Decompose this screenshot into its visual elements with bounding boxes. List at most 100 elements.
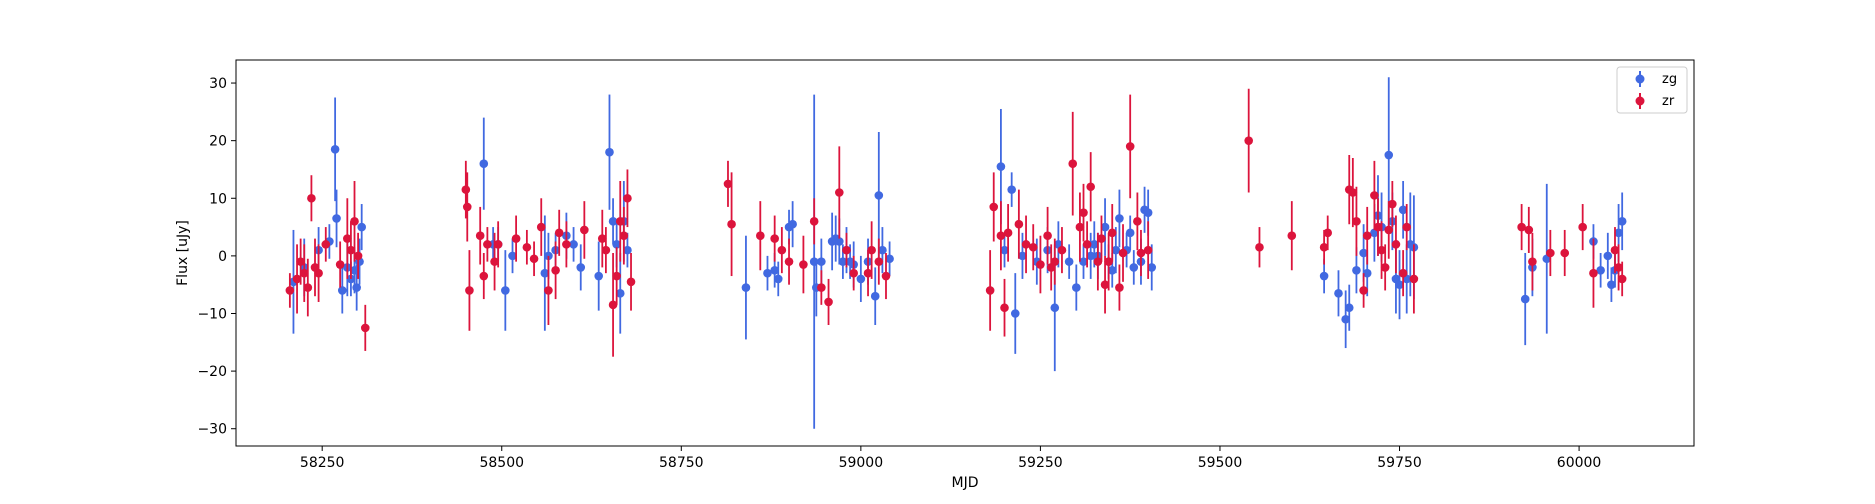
y-tick-label: −30 <box>197 422 227 438</box>
zg-data-point <box>508 251 517 261</box>
zg-data-point <box>1072 283 1081 292</box>
zg-data-point <box>540 268 550 278</box>
zg-data-point <box>1129 263 1139 272</box>
zg-data-point <box>1018 251 1027 261</box>
zr-data-point <box>1014 219 1024 229</box>
zr-data-point <box>623 193 632 203</box>
zr-data-point <box>296 257 305 266</box>
zr-data-point <box>1373 222 1383 232</box>
zg-data-point <box>479 159 489 169</box>
zr-data-point <box>479 271 489 281</box>
zr-data-point <box>727 219 736 229</box>
zg-data-point <box>1147 263 1157 272</box>
zr-data-point <box>867 245 876 255</box>
zg-data-point <box>1617 217 1627 226</box>
legend-box <box>1616 66 1688 114</box>
zr-data-point <box>475 231 485 241</box>
zr-data-point <box>1517 222 1526 232</box>
zr-data-point <box>1402 222 1412 232</box>
zr-data-point <box>285 286 295 295</box>
zr-data-point <box>1115 283 1124 292</box>
zg-data-point <box>612 240 621 249</box>
zg-data-point <box>1359 248 1368 258</box>
zr-data-point <box>299 268 309 278</box>
zr-data-point <box>996 231 1006 241</box>
zr-data-point <box>1362 231 1372 241</box>
zr-data-point <box>817 283 826 292</box>
y-tick-label: −20 <box>197 364 227 380</box>
zr-data-point <box>1377 245 1386 255</box>
zg-data-point <box>835 237 844 246</box>
zr-data-point <box>1384 225 1394 235</box>
zr-data-point <box>842 245 851 255</box>
zr-data-point <box>580 225 589 235</box>
x-axis: 58250 58500 58750 59000 59250 59500 59750 60000 <box>300 446 1601 471</box>
data-layer <box>285 77 1627 429</box>
x-tick-label: 59250 <box>1018 455 1063 471</box>
zr-data-point <box>1370 191 1379 200</box>
zg-data-point <box>1111 245 1121 255</box>
y-tick-label: 20 <box>209 134 227 150</box>
zg-data-point <box>1603 251 1613 261</box>
zg-data-point <box>996 162 1006 171</box>
zr-data-point <box>1546 248 1555 258</box>
zr-data-point <box>1075 222 1085 232</box>
zg-data-point <box>1064 257 1074 266</box>
zr-data-point <box>1352 217 1361 226</box>
zr-data-point <box>529 254 539 264</box>
zr-data-point <box>360 323 370 333</box>
zr-data-point <box>1287 231 1297 241</box>
zg-data-point <box>1607 280 1616 289</box>
zr-data-point <box>1125 142 1135 151</box>
legend: zg zr <box>1616 66 1688 114</box>
zr-data-point <box>863 268 873 278</box>
zr-data-point <box>511 234 521 243</box>
zr-data-point <box>1388 199 1397 209</box>
zr-data-point <box>1104 257 1113 266</box>
zg-data-point <box>352 283 361 292</box>
zr-data-point <box>1323 228 1333 238</box>
x-tick-label: 60000 <box>1557 455 1602 471</box>
y-tick-label: 30 <box>209 76 227 92</box>
zr-data-point <box>989 202 999 212</box>
zr-data-point <box>292 274 302 284</box>
zg-data-point <box>1125 228 1135 238</box>
x-tick-label: 59750 <box>1377 455 1422 471</box>
y-tick-label: −10 <box>197 306 227 322</box>
zr-data-point <box>1043 231 1052 241</box>
zr-data-point <box>1528 257 1537 266</box>
zr-data-point <box>1079 208 1088 217</box>
zr-data-point <box>536 222 546 232</box>
series-zg <box>289 77 1627 429</box>
zg-data-point <box>1341 314 1350 324</box>
zg-data-point <box>788 219 797 229</box>
zr-data-point <box>1578 222 1587 232</box>
zr-data-point <box>1610 245 1620 255</box>
zg-data-point <box>576 263 586 272</box>
plot-frame <box>235 59 1695 447</box>
zg-data-point <box>1596 265 1605 275</box>
legend-zr-label: zr <box>1662 94 1675 109</box>
zg-data-point <box>1520 294 1530 304</box>
zr-data-point <box>554 228 564 238</box>
zr-data-point <box>824 297 833 307</box>
x-tick-label: 58750 <box>659 455 704 471</box>
zg-data-point <box>1000 245 1009 255</box>
zr-data-point <box>881 271 891 281</box>
zr-data-point <box>307 193 316 203</box>
zr-data-point <box>1003 228 1013 238</box>
zg-data-point <box>330 144 340 154</box>
zr-data-point <box>612 271 621 281</box>
zr-data-point <box>723 179 733 189</box>
zg-data-point <box>1395 280 1404 289</box>
zr-data-point <box>1107 228 1117 238</box>
zg-data-point <box>1089 240 1099 249</box>
zg-data-point <box>615 289 625 298</box>
zr-data-point <box>615 217 625 226</box>
zg-data-point <box>770 265 779 275</box>
zg-data-point <box>773 274 783 284</box>
zr-data-point <box>522 242 532 252</box>
zr-data-point <box>835 188 844 197</box>
